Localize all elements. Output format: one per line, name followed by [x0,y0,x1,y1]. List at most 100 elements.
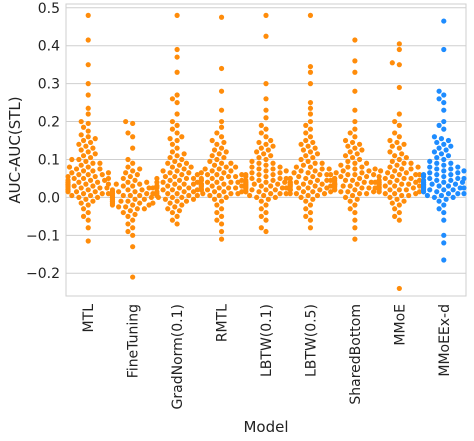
data-point [154,175,160,182]
data-point [179,202,185,208]
data-point [214,209,220,216]
data-point [202,166,208,172]
data-point [190,181,197,187]
data-point [65,173,71,180]
data-point [338,173,344,180]
data-point [174,213,180,219]
data-point [399,181,405,187]
data-point [80,137,87,144]
data-point [416,172,423,178]
data-point [190,196,197,202]
data-point [258,130,264,136]
data-point [97,160,103,166]
data-point [256,139,262,146]
data-point [186,192,192,199]
data-point [174,198,180,204]
data-point [78,147,84,153]
data-point [441,202,447,208]
data-point [221,181,227,187]
data-point [120,192,126,199]
data-point [349,192,356,199]
data-point [174,99,180,106]
data-point [223,164,229,170]
data-point [150,185,156,191]
data-point [214,141,220,147]
data-point [448,166,454,172]
data-point [174,122,180,128]
data-point [455,164,461,170]
data-point [218,124,225,130]
data-point [228,160,234,166]
data-point [283,191,289,197]
data-point [307,202,314,208]
data-point [389,143,395,149]
data-point [221,170,227,176]
data-point [363,173,370,180]
data-point [66,164,73,170]
data-point [392,206,398,212]
data-point [441,179,447,185]
data-point [366,168,372,174]
data-point [359,164,365,170]
data-point [216,185,222,191]
data-point [347,206,353,212]
data-point [179,194,185,201]
data-point [263,141,269,147]
y-tick-label: −0.2 [26,266,60,282]
data-point [307,69,314,75]
data-point [413,179,419,185]
data-point [441,107,447,113]
data-point [167,170,173,176]
data-point [272,194,278,201]
data-point [366,185,372,191]
data-point [345,143,351,149]
data-point [162,196,169,202]
data-point [263,156,269,163]
data-point [312,168,318,174]
data-point [403,187,409,193]
data-point [174,54,180,60]
data-point [410,185,416,191]
data-point [340,168,346,174]
data-point [436,198,442,204]
data-point [169,141,176,147]
data-point [401,198,407,204]
data-point [186,185,192,191]
data-point [144,191,150,197]
data-point [352,225,358,231]
data-point [90,145,96,151]
data-point [431,149,438,155]
data-point [218,145,225,151]
data-point [174,92,180,98]
data-point [441,118,447,125]
data-point [263,168,269,174]
data-point [130,274,136,280]
data-point [408,166,414,172]
data-point [261,192,267,199]
data-point [209,183,215,189]
data-point [137,181,143,187]
data-point [85,134,91,140]
data-point [105,181,112,187]
data-point [396,217,402,223]
data-point [277,175,283,182]
data-point [345,164,351,170]
data-point [176,177,183,183]
data-point [218,206,225,212]
data-point [174,137,180,144]
data-point [270,160,276,166]
data-point [211,147,218,153]
y-tick-label: 0.5 [38,1,60,17]
data-point [235,179,241,185]
data-point [298,168,304,174]
data-point [434,172,440,178]
data-point [413,172,419,178]
data-point [154,179,160,185]
data-point [319,181,325,187]
data-point [169,96,176,102]
data-point [76,194,82,201]
data-point [461,191,467,197]
data-point [183,160,190,166]
data-point [347,198,353,204]
